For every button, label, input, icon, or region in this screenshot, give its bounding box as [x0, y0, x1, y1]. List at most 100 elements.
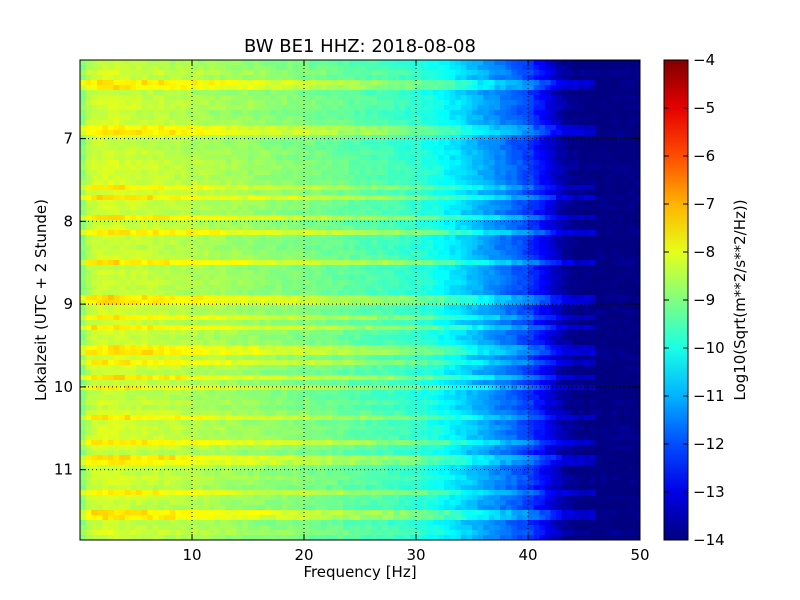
heatmap-cell: [432, 260, 439, 266]
heatmap-cell: [382, 270, 389, 276]
heatmap-cell: [158, 210, 165, 216]
heatmap-cell: [91, 275, 98, 281]
heatmap-cell: [96, 115, 103, 121]
heatmap-cell: [141, 110, 148, 116]
heatmap-cell: [124, 185, 131, 191]
heatmap-cell: [192, 185, 199, 191]
heatmap-cell: [320, 275, 327, 281]
heatmap-cell: [242, 265, 249, 271]
heatmap-cell: [164, 275, 171, 281]
heatmap-cell: [505, 90, 512, 96]
heatmap-cell: [220, 305, 227, 311]
heatmap-cell: [500, 155, 507, 161]
heatmap-cell: [634, 230, 640, 236]
heatmap-cell: [169, 175, 176, 181]
heatmap-cell: [455, 60, 462, 66]
heatmap-cell: [477, 275, 484, 281]
heatmap-cell: [533, 75, 540, 81]
heatmap-cell: [152, 300, 159, 306]
heatmap-cell: [180, 305, 187, 311]
heatmap-cell: [332, 90, 339, 96]
heatmap-cell: [421, 240, 428, 246]
heatmap-cell: [259, 260, 266, 266]
heatmap-cell: [164, 95, 171, 101]
heatmap-cell: [455, 305, 462, 311]
heatmap-cell: [231, 245, 238, 251]
heatmap-cell: [365, 135, 372, 141]
heatmap-cell: [264, 190, 271, 196]
heatmap-cell: [399, 95, 406, 101]
heatmap-cell: [292, 305, 299, 311]
heatmap-cell: [488, 305, 495, 311]
heatmap-cell: [248, 70, 255, 76]
heatmap-cell: [505, 280, 512, 286]
heatmap-cell: [169, 195, 176, 201]
heatmap-cell: [214, 85, 221, 91]
heatmap-cell: [91, 240, 98, 246]
heatmap-cell: [533, 300, 540, 306]
heatmap-cell: [528, 90, 535, 96]
heatmap-cell: [360, 110, 367, 116]
heatmap-cell: [231, 250, 238, 256]
heatmap-cell: [276, 190, 283, 196]
heatmap-cell: [197, 295, 204, 301]
heatmap-cell: [276, 125, 283, 131]
heatmap-cell: [85, 70, 92, 76]
heatmap-cell: [460, 250, 467, 256]
heatmap-cell: [253, 305, 260, 311]
heatmap-cell: [399, 155, 406, 161]
heatmap-cell: [119, 80, 126, 86]
heatmap-cell: [231, 105, 238, 111]
heatmap-cell: [556, 155, 563, 161]
heatmap-cell: [108, 150, 115, 156]
heatmap-cell: [539, 220, 546, 226]
heatmap-cell: [494, 80, 501, 86]
heatmap-cell: [186, 290, 193, 296]
heatmap-cell: [612, 265, 619, 271]
heatmap-cell: [281, 305, 288, 311]
heatmap-cell: [186, 160, 193, 166]
heatmap-cell: [455, 205, 462, 211]
heatmap-cell: [315, 130, 322, 136]
heatmap-cell: [124, 250, 131, 256]
heatmap-cell: [533, 240, 540, 246]
heatmap-cell: [488, 285, 495, 291]
heatmap-cell: [332, 160, 339, 166]
heatmap-cell: [108, 260, 115, 266]
heatmap-cell: [561, 100, 568, 106]
heatmap-cell: [544, 95, 551, 101]
heatmap-cell: [505, 245, 512, 251]
heatmap-cell: [253, 85, 260, 91]
heatmap-cell: [242, 145, 249, 151]
heatmap-cell: [259, 125, 266, 131]
heatmap-cell: [612, 65, 619, 71]
heatmap-cell: [136, 170, 143, 176]
heatmap-cell: [460, 280, 467, 286]
heatmap-cell: [388, 220, 395, 226]
heatmap-cell: [264, 285, 271, 291]
heatmap-cell: [376, 305, 383, 311]
heatmap-cell: [259, 130, 266, 136]
heatmap-cell: [236, 160, 243, 166]
heatmap-cell: [612, 305, 619, 311]
heatmap-cell: [623, 100, 630, 106]
heatmap-cell: [572, 135, 579, 141]
heatmap-cell: [388, 115, 395, 121]
heatmap-cell: [438, 185, 445, 191]
heatmap-cell: [326, 95, 333, 101]
heatmap-cell: [354, 180, 361, 186]
heatmap-cell: [287, 160, 294, 166]
heatmap-cell: [466, 160, 473, 166]
heatmap-cell: [488, 180, 495, 186]
heatmap-cell: [388, 270, 395, 276]
heatmap-cell: [449, 75, 456, 81]
heatmap-cell: [432, 70, 439, 76]
heatmap-cell: [158, 245, 165, 251]
heatmap-cell: [488, 205, 495, 211]
heatmap-cell: [152, 135, 159, 141]
heatmap-cell: [438, 265, 445, 271]
heatmap-cell: [567, 300, 574, 306]
heatmap-cell: [270, 115, 277, 121]
heatmap-cell: [522, 80, 529, 86]
heatmap-cell: [197, 115, 204, 121]
